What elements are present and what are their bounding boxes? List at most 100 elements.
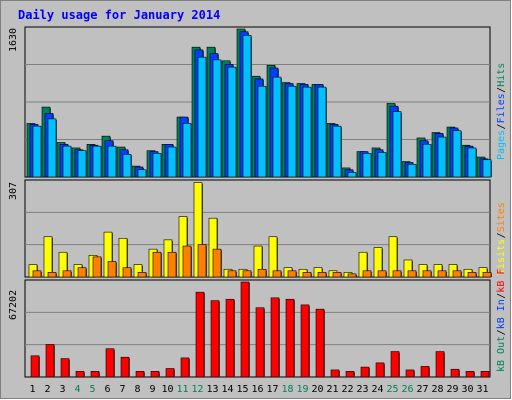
bar-pages-day-25	[392, 111, 402, 178]
bar-pages-day-21	[332, 125, 342, 178]
bar-pages-day-14	[227, 66, 237, 178]
side-label-sites-1: /	[496, 232, 507, 238]
bar-kb-f-day-14	[225, 298, 235, 378]
panel-hits	[24, 26, 492, 178]
bar-sites-day-12	[197, 244, 207, 278]
bar-pages-day-27	[422, 144, 432, 178]
bar-kb-f-day-13	[210, 300, 220, 378]
bar-kb-f-day-6	[105, 348, 115, 378]
bar-pages-day-16	[257, 85, 267, 178]
bar-sites-day-13	[212, 248, 222, 278]
bar-pages-day-8	[137, 169, 147, 178]
bar-kb-f-day-27	[420, 366, 430, 378]
x-tick-label-day-20: 20	[311, 384, 323, 395]
bar-sites-day-29	[452, 270, 462, 278]
x-tick-label-day-13: 13	[206, 384, 218, 395]
x-tick-label-day-25: 25	[386, 384, 398, 395]
bar-pages-day-2	[47, 118, 57, 178]
chart-title: Daily usage for January 2014	[18, 8, 220, 22]
bar-sites-day-8	[137, 272, 147, 278]
bar-kb-f-day-23	[360, 366, 370, 378]
bar-pages-day-20	[317, 86, 327, 178]
bar-kb-f-day-2	[45, 344, 55, 378]
bar-pages-day-28	[437, 136, 447, 178]
bar-sites-day-17	[272, 270, 282, 278]
bar-kb-f-day-19	[300, 304, 310, 378]
bar-pages-day-17	[272, 76, 282, 178]
bar-kb-f-day-4	[75, 371, 85, 378]
bar-kb-f-day-5	[90, 371, 100, 378]
x-tick-label-day-26: 26	[401, 384, 413, 395]
x-tick-label-day-27: 27	[416, 384, 428, 395]
bar-pages-day-26	[407, 163, 417, 178]
bar-sites-day-9	[152, 251, 162, 278]
bar-pages-day-19	[302, 86, 312, 178]
side-label-sites-0: Visits	[496, 239, 507, 275]
bar-pages-day-22	[347, 172, 357, 178]
bar-kb-f-day-7	[120, 356, 130, 378]
bar-sites-day-30	[467, 272, 477, 278]
side-label-kbytes-4: kB F	[496, 269, 507, 293]
bar-kb-f-day-22	[345, 371, 355, 378]
x-tick-label-day-28: 28	[431, 384, 443, 395]
bar-sites-day-27	[422, 270, 432, 278]
bar-visits-day-2	[43, 236, 53, 278]
bar-sites-day-3	[62, 270, 72, 278]
x-tick-label-day-15: 15	[236, 384, 248, 395]
bar-kb-f-day-3	[60, 358, 70, 378]
bar-pages-day-11	[182, 123, 192, 178]
bar-kb-f-day-25	[390, 351, 400, 378]
bar-kb-f-day-30	[465, 371, 475, 378]
bar-kb-f-day-26	[405, 369, 415, 378]
bar-sites-day-21	[332, 272, 342, 278]
x-tick-label-day-17: 17	[266, 384, 278, 395]
x-tick-label-day-9: 9	[149, 384, 155, 395]
side-label-kbytes-3: /	[496, 293, 507, 299]
side-label-hits-3: /	[496, 87, 507, 93]
x-tick-label-day-21: 21	[326, 384, 338, 395]
bar-kb-f-day-1	[30, 355, 40, 378]
bar-kb-f-day-10	[165, 368, 175, 378]
x-tick-label-day-4: 4	[74, 384, 80, 395]
x-tick-label-day-24: 24	[371, 384, 383, 395]
bar-pages-day-9	[152, 153, 162, 178]
bar-sites-day-25	[392, 270, 402, 278]
bar-pages-day-4	[77, 150, 87, 178]
side-label-kbytes-1: /	[496, 329, 507, 335]
x-tick-label-day-18: 18	[281, 384, 293, 395]
bar-sites-day-14	[227, 270, 237, 278]
x-tick-label-day-11: 11	[176, 384, 188, 395]
bar-pages-day-24	[377, 152, 387, 178]
x-axis-labels: 1 2 3 4 5 6 7 8 9 10 11 12 13 14 15 16 17 18 19 20 21 22 23 24 2…	[29, 384, 488, 395]
bar-pages-day-18	[287, 85, 297, 178]
bar-sites-day-4	[77, 267, 87, 278]
bar-pages-day-15	[242, 35, 252, 178]
bar-sites-day-15	[242, 270, 252, 278]
bar-pages-day-5	[92, 145, 102, 178]
bar-kb-f-day-29	[450, 368, 460, 378]
bar-sites-day-1	[32, 270, 42, 278]
bar-sites-day-5	[92, 256, 102, 278]
bar-pages-day-10	[167, 146, 177, 178]
panel-kbytes	[24, 279, 491, 378]
bar-kb-f-day-15	[240, 281, 250, 378]
bar-sites-day-20	[317, 272, 327, 278]
x-tick-label-day-16: 16	[251, 384, 263, 395]
x-tick-label-day-10: 10	[161, 384, 173, 395]
bar-pages-day-12	[197, 56, 207, 178]
ymax-label-sites: 307	[8, 182, 19, 200]
bar-pages-day-7	[122, 154, 132, 178]
side-label-hits-2: Files	[496, 93, 507, 123]
bar-kb-f-day-8	[135, 371, 145, 378]
x-tick-label-day-6: 6	[104, 384, 110, 395]
bar-pages-day-29	[452, 130, 462, 178]
side-label-kbytes-0: kB Out	[496, 336, 507, 372]
bar-sites-day-18	[287, 270, 297, 278]
x-tick-label-day-1: 1	[29, 384, 35, 395]
bar-sites-day-7	[122, 267, 132, 278]
x-tick-label-day-29: 29	[446, 384, 458, 395]
bar-sites-day-16	[257, 268, 267, 278]
side-label-sites-2: Sites	[496, 202, 507, 232]
bar-kb-f-day-11	[180, 357, 190, 378]
